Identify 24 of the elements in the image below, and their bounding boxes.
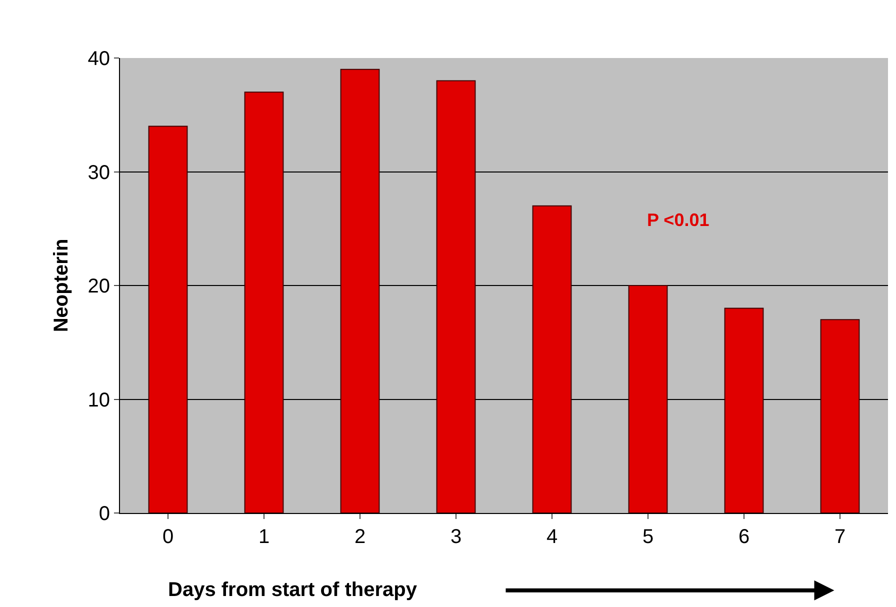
x-tick-label: 2 [354, 526, 366, 548]
bar [628, 285, 668, 513]
x-tick-label: 4 [546, 526, 558, 548]
annotation: P <0.01 [647, 210, 710, 230]
bar [532, 205, 572, 513]
bar [340, 68, 380, 513]
bar [148, 126, 188, 513]
bar [724, 308, 764, 513]
x-tick-label: 7 [834, 526, 846, 548]
bar [436, 80, 476, 513]
x-tick-label: 0 [162, 526, 174, 548]
y-tick-label: 0 [98, 503, 110, 525]
y-axis-title: Neopterin [50, 238, 72, 332]
bar [244, 92, 284, 513]
y-tick-label: 30 [88, 162, 110, 184]
y-tick-label: 10 [88, 389, 110, 412]
x-axis-title: Days from start of therapy [168, 579, 418, 601]
y-tick-label: 40 [88, 48, 110, 70]
bar [820, 319, 860, 513]
x-tick-label: 6 [738, 526, 750, 548]
x-tick-label: 1 [258, 526, 270, 548]
x-tick-label: 5 [642, 526, 654, 548]
x-tick-label: 3 [450, 526, 462, 548]
y-tick-label: 20 [88, 276, 110, 298]
